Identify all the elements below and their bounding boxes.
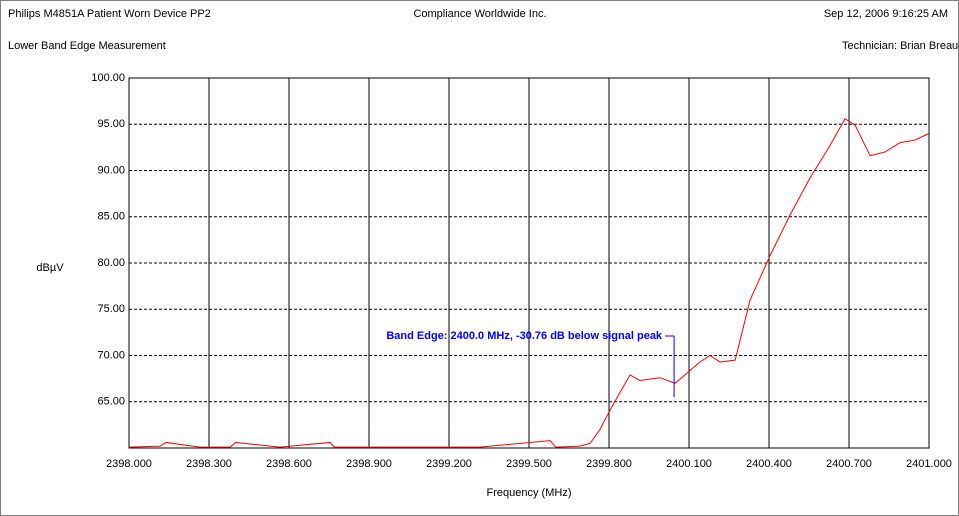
x-tick-label: 2398.000	[106, 458, 152, 470]
device-name: Philips M4851A Patient Worn Device PP2	[8, 8, 211, 20]
x-tick-label: 2398.900	[346, 458, 392, 470]
timestamp: Sep 12, 2006 9:16:25 AM	[824, 8, 948, 20]
plot-border	[128, 77, 930, 449]
y-tick-label: 95.00	[97, 118, 125, 130]
company: Compliance Worldwide Inc.	[413, 8, 546, 20]
y-tick-label: 65.00	[97, 396, 125, 408]
x-axis-label: Frequency (MHz)	[487, 487, 572, 499]
y-tick-label: 80.00	[97, 257, 125, 269]
chart-title: Lower Band Edge Measurement	[8, 40, 166, 52]
annotation-text: Band Edge: 2400.0 MHz, -30.76 dB below s…	[386, 330, 663, 342]
y-tick-label: 75.00	[97, 303, 125, 315]
trace	[128, 117, 930, 448]
y-tick-label: 90.00	[97, 164, 125, 176]
x-tick-label: 2400.700	[826, 458, 872, 470]
x-tick-label: 2400.400	[746, 458, 792, 470]
technician: Technician: Brian Breault	[842, 40, 959, 52]
y-tick-label: 100.00	[91, 72, 125, 84]
x-tick-label: 2401.000	[906, 458, 952, 470]
y-axis-label: dBµV	[36, 262, 64, 274]
x-tick-label: 2398.600	[266, 458, 312, 470]
y-tick-label: 85.00	[97, 211, 125, 223]
x-tick-label: 2399.500	[506, 458, 552, 470]
x-tick-label: 2400.100	[666, 458, 712, 470]
x-tick-label: 2398.300	[186, 458, 232, 470]
y-tick-label: 70.00	[97, 349, 125, 361]
x-tick-label: 2399.200	[426, 458, 472, 470]
x-tick-label: 2399.800	[586, 458, 632, 470]
